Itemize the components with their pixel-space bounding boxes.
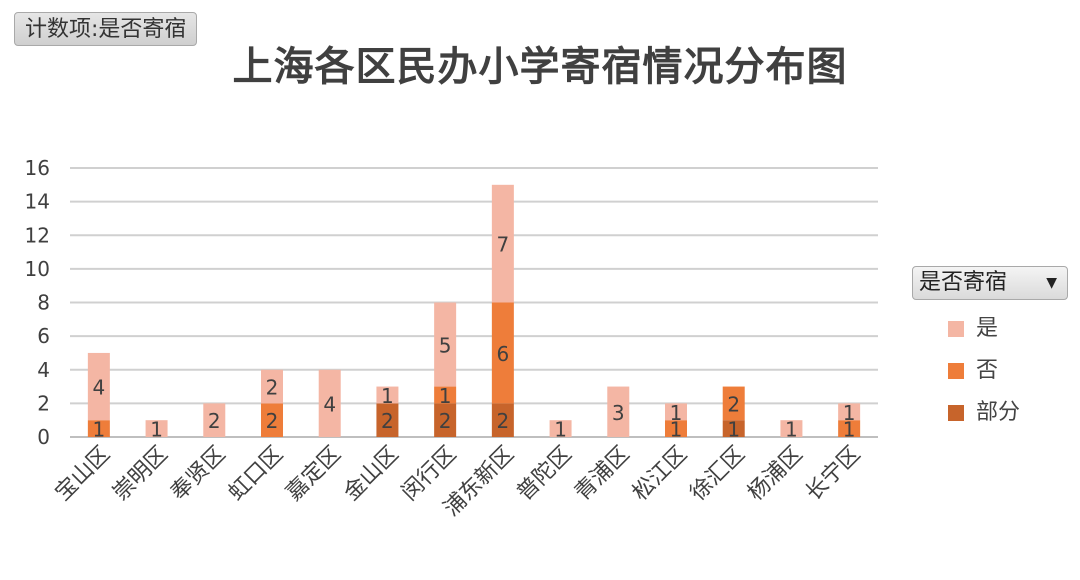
- bar-segment: [780, 420, 803, 437]
- data-label: 4: [323, 392, 336, 416]
- x-tick-label: 长宁区: [801, 442, 865, 506]
- data-label: 6: [496, 342, 509, 366]
- x-tick-label: 奉贤区: [166, 442, 230, 506]
- x-tick-label: 徐汇区: [686, 442, 750, 506]
- data-label: 2: [496, 409, 509, 433]
- data-label: 1: [670, 401, 683, 425]
- bar-segment: [203, 403, 226, 437]
- x-tick-label: 虹口区: [224, 442, 288, 506]
- data-label: 1: [554, 418, 567, 442]
- x-tick-label: 金山区: [339, 442, 403, 506]
- data-label: 1: [92, 418, 105, 442]
- data-label: 2: [266, 409, 279, 433]
- chevron-down-icon: ▼: [1046, 275, 1057, 291]
- data-label: 1: [785, 418, 798, 442]
- legend-filter-dropdown[interactable]: 是否寄宿 ▼: [912, 266, 1068, 300]
- legend-item: 部分: [948, 392, 1068, 434]
- data-label: 2: [727, 392, 740, 416]
- bar-segment: [376, 386, 399, 404]
- x-tick-label: 杨浦区: [743, 442, 807, 506]
- gridlines: [70, 167, 878, 438]
- x-tick-label: 青浦区: [570, 442, 634, 506]
- legend: 是否寄宿 ▼ 是否部分: [912, 266, 1068, 434]
- bar-segment: [491, 302, 514, 404]
- y-tick-label: 10: [25, 257, 50, 281]
- data-label: 7: [496, 233, 509, 257]
- y-tick-label: 14: [25, 190, 50, 214]
- y-tick-label: 12: [25, 223, 50, 247]
- data-label: 1: [381, 384, 394, 408]
- bar-segment: [549, 420, 572, 437]
- bar-segment: [145, 420, 168, 437]
- x-tick-label: 崇明区: [108, 442, 172, 506]
- legend-filter-label: 是否寄宿: [919, 270, 1008, 295]
- y-tick-label: 2: [37, 391, 50, 415]
- legend-label: 是: [976, 316, 999, 341]
- y-tick-label: 16: [25, 156, 50, 180]
- data-label: 1: [843, 418, 856, 442]
- y-tick-label: 0: [37, 425, 50, 449]
- bar-segment: [838, 403, 861, 421]
- y-tick-label: 6: [37, 324, 50, 348]
- bar-segment: [722, 420, 745, 437]
- data-label: 2: [208, 409, 221, 433]
- bar-segment: [491, 184, 514, 303]
- data-label: 2: [266, 376, 279, 400]
- legend-swatch: [948, 363, 964, 379]
- data-label: 1: [843, 401, 856, 425]
- bar-segment: [434, 302, 457, 387]
- x-tick-label: 松江区: [628, 442, 692, 506]
- legend-swatch: [948, 321, 964, 337]
- y-tick-label: 4: [37, 358, 50, 382]
- data-label: 1: [727, 418, 740, 442]
- x-tick-label: 嘉定区: [282, 442, 346, 506]
- data-label: 2: [381, 409, 394, 433]
- bar-segment: [261, 403, 283, 437]
- legend-items: 是否部分: [912, 308, 1068, 434]
- data-label: 1: [150, 418, 163, 442]
- bar-segment: [261, 369, 283, 404]
- legend-swatch: [948, 405, 964, 421]
- data-label: 1: [439, 384, 452, 408]
- legend-item: 否: [948, 350, 1068, 392]
- data-label: 2: [439, 409, 452, 433]
- y-axis: 0 2 4 6 8 10 12 14 16: [25, 156, 50, 449]
- bar-segment: [665, 420, 687, 437]
- bar-segment: [607, 386, 630, 437]
- x-tick-label: 宝山区: [51, 442, 115, 506]
- legend-label: 部分: [976, 400, 1021, 425]
- bar-segment: [87, 420, 110, 437]
- bar-segment: [87, 352, 110, 421]
- data-label: 3: [612, 401, 625, 425]
- bar-segment: [434, 386, 457, 404]
- bar-segment: [722, 386, 745, 421]
- bar-segment: [318, 369, 341, 437]
- bar-segment: [665, 403, 687, 421]
- x-axis: 宝山区崇明区奉贤区虹口区嘉定区金山区闵行区浦东新区普陀区青浦区松江区徐汇区杨浦区…: [51, 442, 866, 522]
- bar-segment: [376, 403, 399, 437]
- bar-segment: [491, 403, 514, 437]
- filter-field-label: 计数项:是否寄宿: [25, 17, 187, 42]
- bar-segment: [838, 420, 861, 437]
- legend-item: 是: [948, 308, 1068, 350]
- data-label: 1: [670, 418, 683, 442]
- filter-field-button[interactable]: 计数项:是否寄宿: [14, 12, 198, 46]
- y-tick-label: 8: [37, 291, 50, 315]
- data-label: 5: [439, 334, 452, 358]
- bar-segment: [434, 403, 457, 437]
- data-label: 4: [92, 376, 105, 400]
- legend-label: 否: [976, 358, 999, 383]
- chart-title: 上海各区民办小学寄宿情况分布图: [232, 44, 848, 90]
- x-tick-label: 普陀区: [512, 442, 576, 506]
